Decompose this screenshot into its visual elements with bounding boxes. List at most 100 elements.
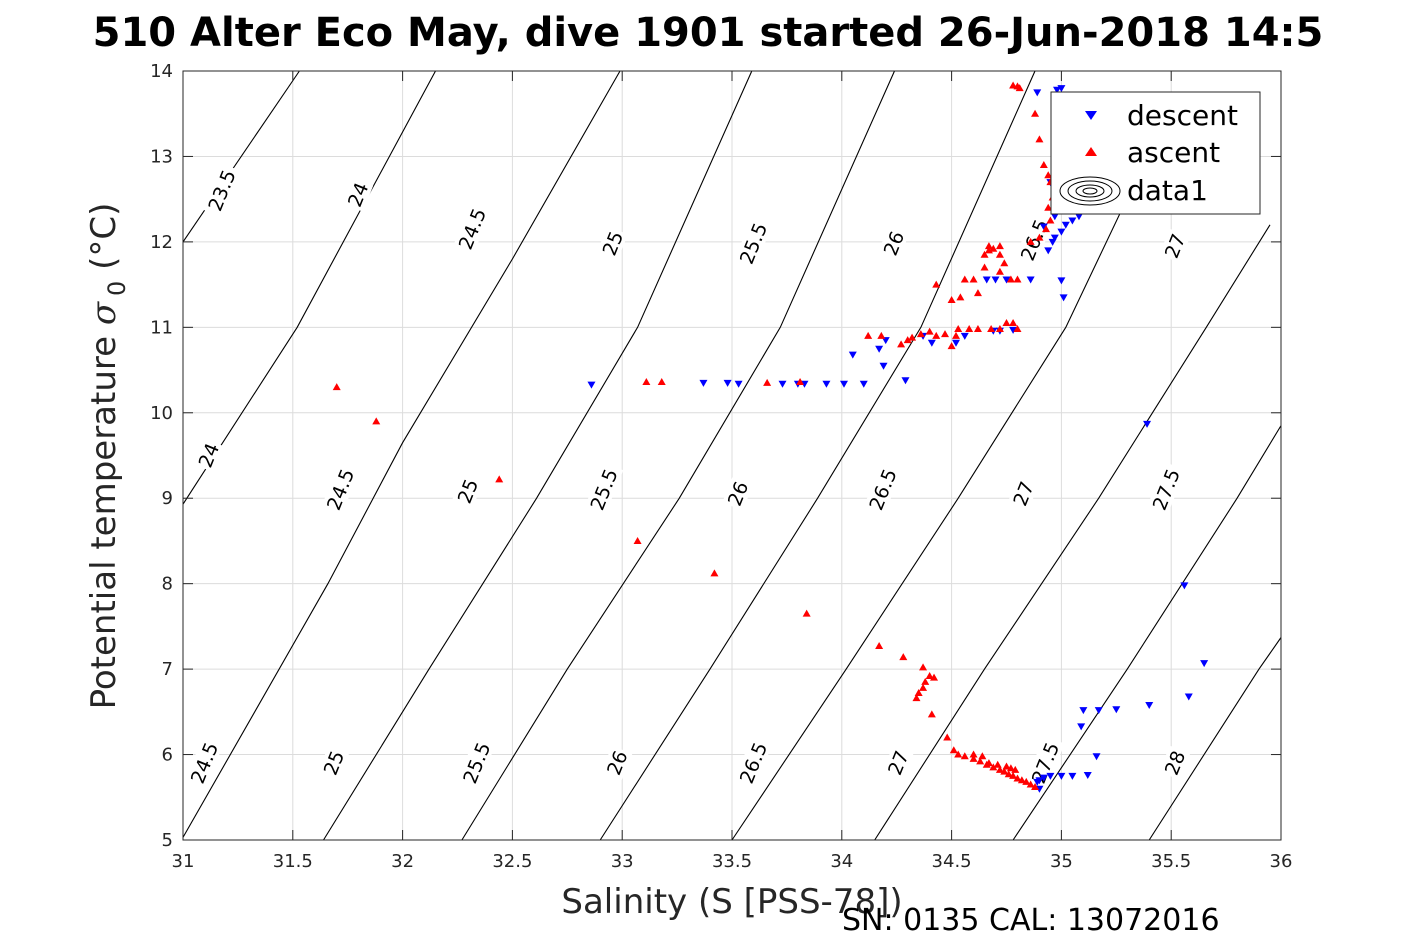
ascent-point bbox=[1000, 259, 1009, 267]
y-axis-label-unit: (°C) bbox=[84, 203, 124, 281]
contour-label-bg bbox=[318, 745, 350, 780]
ascent-point bbox=[1002, 319, 1011, 327]
density-contours bbox=[182, 70, 1282, 841]
legend-label-ascent: ascent bbox=[1127, 136, 1220, 169]
contour-label-bg bbox=[1146, 462, 1186, 517]
contour-label-bg bbox=[882, 745, 914, 780]
y-tick-label: 6 bbox=[162, 745, 173, 766]
descent-point bbox=[1009, 326, 1018, 334]
descent-point bbox=[960, 332, 969, 340]
ascent-point bbox=[1035, 135, 1044, 143]
x-tick-label: 35.5 bbox=[1151, 851, 1191, 872]
descent-point bbox=[927, 339, 936, 347]
ascent-point bbox=[960, 275, 969, 283]
descent-point bbox=[982, 276, 991, 284]
x-tick-label: 32 bbox=[391, 851, 414, 872]
contour-label-bg bbox=[733, 735, 773, 791]
ascent-point bbox=[1015, 84, 1024, 92]
ascent-point bbox=[954, 325, 963, 333]
descent-point bbox=[1077, 723, 1086, 731]
ascent-point bbox=[978, 752, 987, 760]
ascent-point bbox=[995, 267, 1004, 275]
ascent-point bbox=[916, 330, 925, 338]
descent-point bbox=[1039, 774, 1048, 782]
contour-label: 26 bbox=[601, 745, 633, 780]
ascent-point bbox=[633, 536, 642, 544]
ascent-point bbox=[1006, 275, 1015, 283]
x-tick-label: 34.5 bbox=[932, 851, 972, 872]
descent-point bbox=[1079, 707, 1088, 715]
x-tick-label: 33.5 bbox=[712, 851, 752, 872]
ascent-point bbox=[897, 340, 906, 348]
descent-point bbox=[839, 380, 848, 388]
descent-point bbox=[1033, 778, 1042, 786]
ascent-point bbox=[1026, 237, 1035, 245]
descent-point bbox=[1143, 420, 1152, 428]
ascent-point bbox=[995, 242, 1004, 250]
descent-point bbox=[859, 380, 868, 388]
ascent-point bbox=[1002, 762, 1011, 770]
x-tick-label: 34 bbox=[830, 851, 853, 872]
ascent-point bbox=[1044, 203, 1053, 211]
contour-label: 26 bbox=[878, 226, 909, 261]
ascent-point bbox=[1039, 160, 1048, 168]
ascent-point bbox=[332, 383, 341, 391]
contour-label-bg bbox=[733, 215, 773, 271]
ascent-point bbox=[912, 694, 921, 702]
ascent-point bbox=[932, 280, 941, 288]
ascent-point bbox=[908, 333, 917, 341]
contour-label-bg bbox=[863, 462, 903, 517]
ascent-point bbox=[995, 325, 1004, 333]
ascent-point bbox=[989, 244, 998, 252]
ascent-point bbox=[1042, 225, 1051, 233]
descent-point bbox=[1050, 234, 1059, 242]
ascent-point bbox=[642, 378, 651, 386]
ascent-point bbox=[987, 325, 996, 333]
contour-label-bg bbox=[193, 438, 224, 473]
ascent-point bbox=[969, 754, 978, 762]
y-tick-label: 8 bbox=[162, 574, 173, 595]
descent-point bbox=[1180, 582, 1189, 590]
descent-point bbox=[1057, 772, 1066, 780]
ascent-point bbox=[1031, 783, 1040, 791]
y-tick-label: 5 bbox=[162, 830, 173, 851]
descent-point bbox=[1068, 217, 1077, 225]
legend-label-data1: data1 bbox=[1127, 174, 1208, 207]
ascent-point bbox=[954, 750, 963, 758]
contour-label-bg bbox=[722, 476, 754, 511]
contour-line-26-5 bbox=[731, 96, 1177, 841]
ascent-point bbox=[1044, 171, 1053, 179]
descent-point bbox=[734, 380, 743, 388]
contour-label-bg bbox=[184, 735, 224, 791]
ascent-point bbox=[919, 663, 928, 671]
contour-rings-icon bbox=[1059, 176, 1121, 206]
ascent-point bbox=[1011, 765, 1020, 773]
contour-label-bg bbox=[342, 177, 374, 212]
contour-line-25-5 bbox=[461, 70, 896, 841]
ascent-point bbox=[1031, 109, 1040, 117]
ascent-point bbox=[864, 331, 873, 339]
descent-point bbox=[1200, 660, 1209, 668]
legend-item-ascent: ascent bbox=[1085, 136, 1220, 169]
y-axis-label: Potential temperature σ 0 (°C) bbox=[84, 203, 131, 710]
descent-point bbox=[1092, 753, 1101, 761]
ascent-point bbox=[943, 733, 952, 741]
ascent-point bbox=[995, 250, 1004, 258]
descent-point bbox=[1068, 772, 1077, 780]
ascent-point bbox=[973, 325, 982, 333]
descent-point bbox=[901, 377, 910, 385]
contour-label: 25 bbox=[318, 745, 350, 780]
ascent-point bbox=[1013, 275, 1022, 283]
y-axis-label-subscript: 0 bbox=[103, 281, 131, 296]
descent-point bbox=[587, 381, 596, 389]
y-tick-label: 14 bbox=[150, 61, 173, 82]
descent-point bbox=[1053, 86, 1062, 94]
contour-label-bg bbox=[1159, 228, 1191, 263]
y-axis-label-main: Potential temperature bbox=[84, 325, 124, 709]
contour-label-bg bbox=[1159, 745, 1191, 780]
y-tick-label: 11 bbox=[150, 317, 173, 338]
ascent-point bbox=[763, 378, 772, 386]
y-axis-label-symbol: σ bbox=[84, 301, 124, 325]
y-tick-label: 9 bbox=[162, 488, 173, 509]
ascent-point bbox=[995, 765, 1004, 773]
